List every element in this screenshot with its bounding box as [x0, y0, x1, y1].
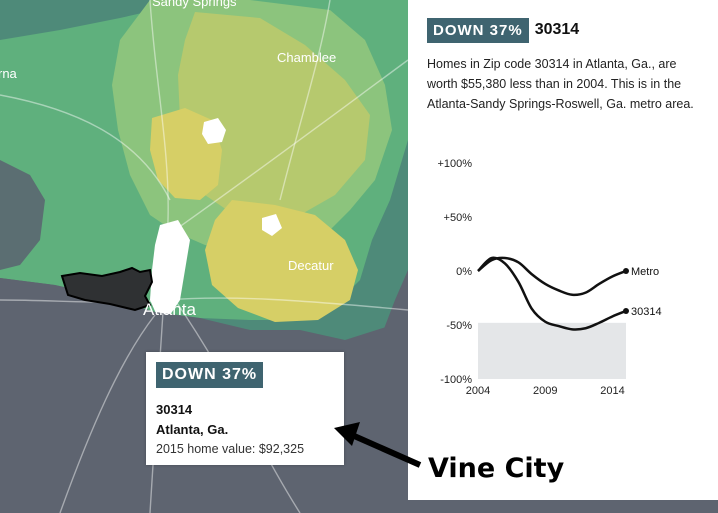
panel-change-badge: DOWN 37%	[427, 17, 529, 43]
chart-axes: +100% +50% 0% -50% -100%2004 2009 2014	[437, 158, 626, 397]
series-label: 30314	[631, 306, 662, 318]
y-tick-label: +100%	[437, 158, 472, 170]
series-end-point	[623, 307, 629, 314]
tooltip-zip: 30314	[156, 402, 193, 417]
x-tick-label: 2009	[533, 385, 557, 397]
map-label-marietta-fragment: rna	[0, 66, 18, 81]
roads	[0, 0, 409, 513]
x-tick-label: 2014	[600, 385, 624, 397]
region-yellow-decatur[interactable]	[205, 200, 358, 322]
map-labels: Sandy Springs Chamblee Decatur Atlanta r…	[0, 0, 336, 319]
panel-description: Homes in Zip code 30314 in Atlanta, Ga.,…	[427, 57, 694, 111]
region-dark-west[interactable]	[0, 160, 45, 270]
region-white-north[interactable]	[202, 118, 226, 144]
x-tick-label: 2004	[466, 385, 490, 397]
region-white-east[interactable]	[262, 214, 282, 236]
series-label: Metro	[631, 266, 659, 278]
tooltip-change-badge: DOWN 37%	[156, 362, 264, 388]
tooltip-city: Atlanta, Ga.	[156, 422, 229, 437]
y-tick-label: -50%	[446, 320, 472, 332]
annotation-vine-city: Vine City	[428, 453, 565, 484]
map-label-atlanta: Atlanta	[143, 300, 196, 319]
region-downtown[interactable]	[150, 220, 190, 318]
chart-shaded-band	[478, 322, 626, 379]
map-label-chamblee: Chamblee	[277, 50, 336, 65]
chart-series: Metro 30314	[477, 256, 662, 331]
annotation-arrow-icon	[334, 422, 422, 468]
info-panel	[408, 0, 718, 500]
y-tick-label: 0%	[456, 266, 472, 278]
panel-zip-code: 30314	[534, 21, 580, 38]
y-tick-label: +50%	[444, 212, 473, 224]
map-label-sandy-springs: Sandy Springs	[152, 0, 237, 9]
trend-chart: +100% +50% 0% -50% -100%2004 2009 2014 Metro 30…	[437, 158, 662, 397]
tooltip-home-value: 2015 home value: $92,325	[156, 442, 305, 456]
map-label-decatur: Decatur	[288, 258, 334, 273]
series-end-point	[623, 268, 629, 274]
region-olive[interactable]	[178, 12, 370, 220]
panel-header: DOWN 37% 30314	[427, 16, 579, 44]
series-line-metro	[477, 256, 627, 297]
map-tooltip: DOWN 37% 30314 Atlanta, Ga. 2015 home va…	[146, 352, 344, 465]
y-tick-label: -100%	[440, 374, 472, 386]
series-line-30314	[477, 256, 627, 331]
zip-30314-outline[interactable]	[60, 266, 154, 312]
